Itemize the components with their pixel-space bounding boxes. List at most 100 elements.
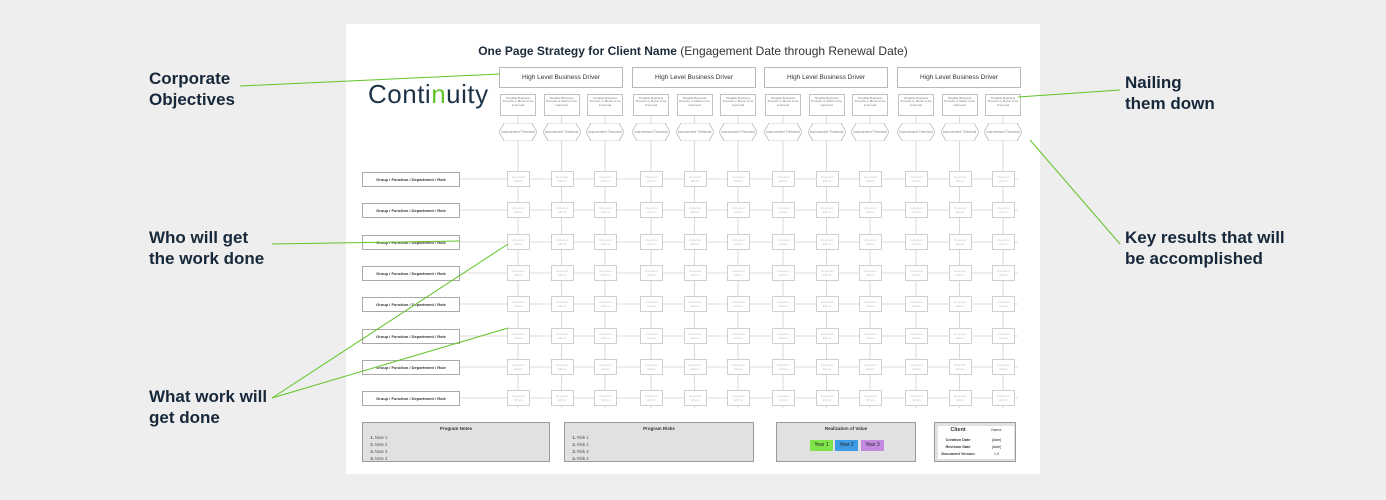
callout-line: Corporate bbox=[149, 69, 231, 88]
list-item: Note 2 bbox=[375, 441, 549, 448]
required-efforts-cell: Required Efforts bbox=[948, 202, 972, 218]
required-efforts-cell: Required Efforts bbox=[727, 171, 750, 187]
program-risks-list: Risk 1 Risk 2 Risk 3 Risk 4 bbox=[565, 434, 753, 462]
required-efforts-cell: Required Efforts bbox=[727, 296, 750, 312]
required-efforts-cell: Required Efforts bbox=[507, 171, 530, 187]
program-risks-title: Program Risks bbox=[643, 426, 675, 431]
required-efforts-cell: Required Efforts bbox=[992, 265, 1015, 281]
required-efforts-cell: Required Efforts bbox=[683, 202, 707, 218]
business-driver: High Level Business Driver bbox=[499, 67, 623, 88]
improvement-threshold: Improvement Threshold bbox=[851, 123, 889, 141]
required-efforts-cell: Required Efforts bbox=[594, 328, 617, 344]
threshold-label: Improvement Threshold bbox=[986, 130, 1020, 134]
continuity-logo: Continuity bbox=[368, 79, 489, 110]
required-efforts-cell: Required Efforts bbox=[550, 202, 574, 218]
required-efforts-cell: Required Efforts bbox=[772, 202, 795, 218]
required-efforts-cell: Required Efforts bbox=[905, 296, 928, 312]
required-efforts-cell: Required Efforts bbox=[905, 234, 928, 250]
list-item: Risk 1 bbox=[577, 434, 753, 441]
client-table: Client Name Creation Date [date] Revisio… bbox=[938, 426, 1014, 459]
hexagon-shape bbox=[632, 123, 670, 141]
required-efforts-cell: Required Efforts bbox=[594, 390, 617, 406]
revision-date-value: [date] bbox=[991, 445, 1002, 449]
tangible-target: Tangible Business Process or Metric to b… bbox=[985, 94, 1021, 116]
required-efforts-cell: Required Efforts bbox=[992, 359, 1015, 375]
required-efforts-cell: Required Efforts bbox=[859, 202, 882, 218]
leader-line-what-2 bbox=[271, 327, 509, 399]
required-efforts-cell: Required Efforts bbox=[772, 296, 795, 312]
threshold-label: Improvement Threshold bbox=[544, 130, 579, 134]
hexagon-shape bbox=[719, 123, 757, 141]
list-item: Note 1 bbox=[375, 434, 549, 441]
tangible-target: Tangible Business Process or Metric to b… bbox=[543, 94, 580, 116]
required-efforts-cell: Required Efforts bbox=[640, 390, 663, 406]
required-efforts-cell: Required Efforts bbox=[772, 265, 795, 281]
improvement-threshold: Improvement Threshold bbox=[542, 123, 581, 141]
program-risks-panel: Program Risks Risk 1 Risk 2 Risk 3 Risk … bbox=[564, 422, 754, 462]
required-efforts-cell: Required Efforts bbox=[640, 234, 663, 250]
document-version-value: 1.0 bbox=[993, 452, 1000, 456]
required-efforts-cell: Required Efforts bbox=[905, 171, 928, 187]
required-efforts-cell: Required Efforts bbox=[507, 202, 530, 218]
leader-line-who bbox=[271, 240, 461, 245]
required-efforts-cell: Required Efforts bbox=[948, 390, 972, 406]
required-efforts-cell: Required Efforts bbox=[905, 202, 928, 218]
client-info-panel: Client Name Creation Date [date] Revisio… bbox=[934, 422, 1016, 462]
year-1-badge: Year 1 bbox=[810, 440, 833, 451]
required-efforts-cell: Required Efforts bbox=[948, 296, 972, 312]
required-efforts-cell: Required Efforts bbox=[905, 359, 928, 375]
required-efforts-cell: Required Efforts bbox=[507, 234, 530, 250]
required-efforts-cell: Required Efforts bbox=[550, 265, 574, 281]
required-efforts-cell: Required Efforts bbox=[507, 390, 530, 406]
required-efforts-cell: Required Efforts bbox=[594, 202, 617, 218]
required-efforts-cell: Required Efforts bbox=[727, 359, 750, 375]
business-driver: High Level Business Driver bbox=[897, 67, 1021, 88]
required-efforts-cell: Required Efforts bbox=[992, 390, 1015, 406]
required-efforts-cell: Required Efforts bbox=[992, 234, 1015, 250]
callout-line: Objectives bbox=[149, 90, 235, 109]
leader-line-nailing bbox=[1017, 89, 1121, 98]
required-efforts-cell: Required Efforts bbox=[992, 296, 1015, 312]
required-efforts-cell: Required Efforts bbox=[640, 202, 663, 218]
strategy-sheet: One Page Strategy for Client Name (Engag… bbox=[346, 24, 1040, 474]
required-efforts-cell: Required Efforts bbox=[948, 265, 972, 281]
required-efforts-cell: Required Efforts bbox=[815, 202, 839, 218]
required-efforts-cell: Required Efforts bbox=[948, 171, 972, 187]
tangible-target: Tangible Business Process or Metric to b… bbox=[808, 94, 845, 116]
required-efforts-cell: Required Efforts bbox=[640, 265, 663, 281]
required-efforts-cell: Required Efforts bbox=[683, 328, 707, 344]
tangible-target: Tangible Business Process or Metric to b… bbox=[676, 94, 713, 116]
hexagon-shape bbox=[807, 123, 846, 141]
title-bold: One Page Strategy for Client Name bbox=[478, 44, 677, 58]
required-efforts-cell: Required Efforts bbox=[859, 171, 882, 187]
required-efforts-cell: Required Efforts bbox=[992, 171, 1015, 187]
list-item: Risk 3 bbox=[577, 448, 753, 455]
required-efforts-cell: Required Efforts bbox=[727, 234, 750, 250]
required-efforts-cell: Required Efforts bbox=[594, 234, 617, 250]
hexagon-shape bbox=[586, 123, 624, 141]
creation-date-label: Creation Date bbox=[945, 438, 971, 442]
document-version-label: Document Version bbox=[941, 452, 975, 456]
required-efforts-cell: Required Efforts bbox=[905, 265, 928, 281]
creation-date-value: [date] bbox=[991, 438, 1002, 442]
improvement-threshold: Improvement Threshold bbox=[586, 123, 624, 141]
improvement-threshold: Improvement Threshold bbox=[764, 123, 802, 141]
required-efforts-cell: Required Efforts bbox=[772, 359, 795, 375]
required-efforts-cell: Required Efforts bbox=[550, 296, 574, 312]
required-efforts-cell: Required Efforts bbox=[640, 328, 663, 344]
required-efforts-cell: Required Efforts bbox=[905, 390, 928, 406]
required-efforts-cell: Required Efforts bbox=[815, 328, 839, 344]
required-efforts-cell: Required Efforts bbox=[550, 328, 574, 344]
required-efforts-cell: Required Efforts bbox=[815, 296, 839, 312]
improvement-threshold: Improvement Threshold bbox=[499, 123, 537, 141]
list-item: Risk 2 bbox=[577, 441, 753, 448]
callout-who-will-get-work-done: Who will get the work done bbox=[149, 227, 264, 269]
hexagon-shape bbox=[499, 123, 537, 141]
required-efforts-cell: Required Efforts bbox=[683, 359, 707, 375]
hexagon-shape bbox=[764, 123, 802, 141]
threshold-label: Improvement Threshold bbox=[501, 130, 535, 134]
required-efforts-cell: Required Efforts bbox=[992, 328, 1015, 344]
required-efforts-cell: Required Efforts bbox=[594, 359, 617, 375]
threshold-label: Improvement Threshold bbox=[721, 130, 755, 134]
threshold-label: Improvement Threshold bbox=[588, 130, 622, 134]
